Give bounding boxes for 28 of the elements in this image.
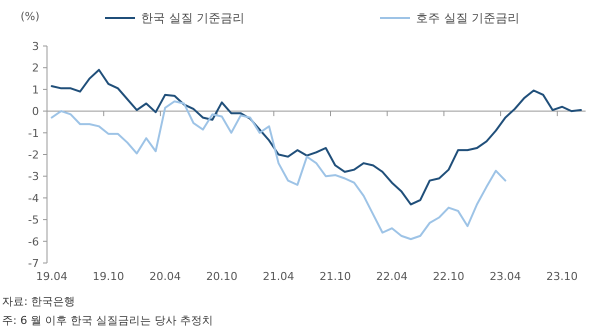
legend-label: 한국 실질 기준금리 [141, 11, 245, 25]
line-series [50, 100, 506, 240]
x-tick-label: 22.04 [376, 270, 408, 283]
x-tick-label: 21.04 [262, 270, 294, 283]
y-tick-label: -1 [28, 126, 39, 140]
y-axis-title: (%) [20, 10, 40, 23]
y-tick-label: -4 [28, 192, 39, 205]
y-tick-label: -5 [28, 214, 39, 227]
y-tick-label: -3 [28, 170, 39, 184]
x-tick-label: 21.10 [319, 270, 351, 283]
x-tick-label: 20.10 [206, 270, 238, 283]
x-tick-label: 23.10 [546, 270, 578, 283]
y-tick-label: 3 [32, 40, 39, 53]
x-tick-label: 23.04 [490, 270, 522, 283]
x-tick-label: 22.10 [432, 270, 464, 283]
x-tick-label: 19.04 [36, 270, 68, 283]
y-tick-label: -2 [28, 148, 39, 162]
x-tick-label: 19.10 [92, 270, 124, 283]
x-tick-label: 20.04 [149, 270, 181, 283]
y-tick-label: 1 [32, 83, 39, 96]
text: 주: 6 월 이후 한국 실질금리는 당사 추정치 [2, 314, 214, 327]
line-series [50, 68, 582, 206]
legend-label: 호주 실질 기준금리 [416, 11, 520, 25]
y-tick-label: 2 [32, 62, 39, 75]
y-tick-label: 0 [32, 105, 39, 118]
y-tick-label: -6 [28, 235, 39, 248]
y-tick-label: -7 [28, 257, 39, 270]
text: 자료: 한국은행 [2, 295, 76, 308]
